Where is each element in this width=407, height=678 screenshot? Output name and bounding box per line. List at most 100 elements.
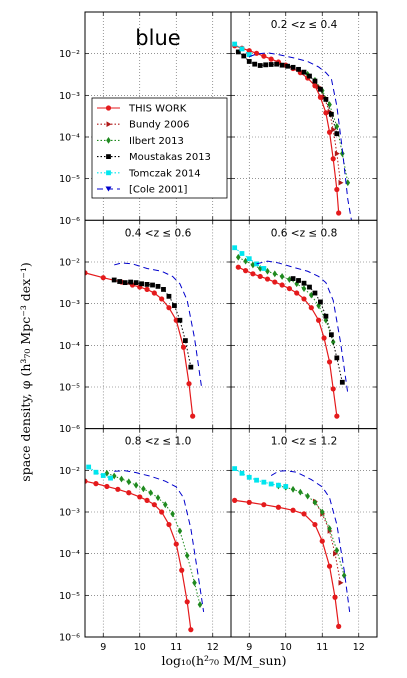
marker-point [235,49,241,55]
redshift-label: 0.4 <z ≤ 0.6 [125,227,192,239]
series-group [85,464,205,633]
marker-point [261,53,267,59]
marker-point [122,280,128,286]
legend-label-1: Bundy 2006 [129,120,189,131]
marker-point [323,110,329,116]
marker-point [332,594,338,600]
marker-point [307,73,312,79]
series-group [85,262,203,419]
marker-point [301,280,307,286]
marker-point [151,290,157,296]
panel-2: 0.4 <z ≤ 0.6 10⁻² 10⁻³ 10⁻⁴ 10⁻⁵ 10⁻⁶ [59,219,232,435]
marker-point [159,296,165,302]
marker-point [326,359,333,365]
marker-point [286,285,292,292]
marker-point [192,579,197,587]
marker-point [265,267,270,275]
marker-point [257,273,263,280]
marker-point [173,541,179,547]
marker-point [161,286,166,292]
x-tick-label: 10 [134,642,146,653]
marker-point [106,170,111,176]
y-tick-label: 10⁻⁶ [59,216,80,227]
series-group [232,41,352,221]
legend-marker [105,186,112,192]
marker-point [323,316,329,324]
marker-point [252,61,258,67]
marker-point [334,122,340,130]
y-tick-label: 10⁻⁴ [59,341,80,352]
marker-point [279,62,285,68]
marker-point [294,280,299,288]
marker-point [246,59,252,64]
marker-point [285,63,290,69]
marker-point [111,277,117,283]
marker-point [312,498,318,506]
marker-point [246,499,252,505]
marker-point [301,296,307,302]
series-line [256,260,349,394]
y-tick-label: 10⁻³ [59,508,80,519]
series-line [270,470,351,612]
marker-point [104,469,110,477]
series-line [238,266,338,417]
marker-point [276,482,281,488]
marker-point [334,131,340,137]
marker-point [239,46,245,52]
marker-point [345,179,351,187]
marker-point [246,48,252,54]
y-tick-label: 10⁻⁴ [59,133,80,144]
marker-point [301,511,307,517]
marker-point [86,464,92,470]
marker-point [309,291,314,299]
marker-point [250,261,256,269]
marker-point [100,473,106,478]
redshift-label: 1.0 <z ≤ 1.2 [271,436,338,448]
redshift-label: 0.2 <z ≤ 0.4 [271,19,338,31]
series-line [318,86,341,183]
marker-point [263,62,269,68]
marker-point [318,299,323,305]
marker-point [232,41,238,47]
marker-point [290,64,296,70]
marker-point [333,550,339,557]
marker-point [318,86,323,92]
marker-point [301,69,307,75]
marker-point [188,627,194,633]
marker-point [321,335,327,341]
x-tick-label: 9 [100,642,106,653]
marker-point [338,579,344,586]
marker-point [274,61,280,67]
marker-point [235,264,241,270]
marker-point [250,271,256,277]
marker-point [279,282,285,288]
series-line [114,470,205,612]
redshift-label: 0.8 <z ≤ 1.0 [125,436,192,448]
marker-point [312,521,318,528]
marker-point [327,101,332,108]
marker-point [170,510,175,518]
marker-point [137,494,143,500]
y-tick-label: 10⁻⁵ [59,591,80,602]
marker-point [139,281,144,287]
marker-point [268,56,274,62]
x-tick-label: 12 [207,642,219,653]
marker-point [328,332,334,338]
marker-point [330,338,336,346]
marker-point [179,567,185,573]
panel-background [85,428,231,637]
marker-point [144,497,150,503]
marker-point [172,303,177,308]
marker-point [308,305,314,311]
marker-point [126,478,132,486]
marker-point [111,472,117,480]
series-line [249,52,352,221]
series-line [234,43,250,55]
marker-point [126,490,132,496]
marker-point [177,527,183,535]
marker-point [155,494,161,502]
marker-point [106,154,111,159]
y-tick-label: 10⁻⁵ [59,174,80,185]
panel-4: 0.8 <z ≤ 1.0 10⁻² 10⁻³ 10⁻⁴ 10⁻⁵ 10⁻⁶ 9 10 11 12 [59,428,232,653]
panels: blue THIS WORK Bundy 2006 Ilbert 2013 Mousta… [59,11,378,653]
